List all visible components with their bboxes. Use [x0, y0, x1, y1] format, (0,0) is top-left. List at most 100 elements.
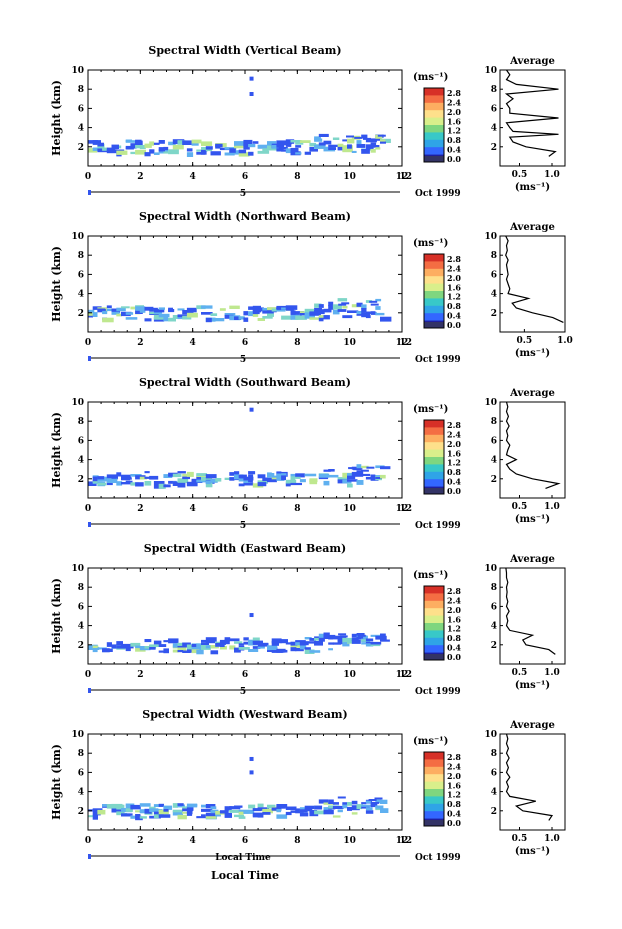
avg-title: Average: [509, 388, 555, 399]
y-tick-label: 2: [78, 143, 84, 153]
data-cell: [243, 482, 254, 486]
colorbar-tick-label: 1.6: [447, 282, 461, 292]
data-cell: [351, 150, 357, 153]
colorbar-segment: [424, 457, 444, 465]
colorbar-tick-label: 0.8: [447, 301, 461, 311]
colorbar-segment: [424, 139, 444, 148]
data-cell: [177, 482, 186, 488]
data-cell: [332, 802, 339, 805]
panel-title: Spectral Width (Southward Beam): [139, 376, 351, 389]
data-cell: [158, 814, 171, 818]
data-cell: [332, 305, 342, 310]
data-cell: [168, 317, 176, 322]
data-cell: [290, 310, 296, 315]
colorbar-tick-label: 1.2: [447, 458, 461, 468]
avg-y-tick-label: 2: [491, 641, 497, 651]
data-cell: [281, 473, 287, 477]
data-cell: [342, 147, 353, 153]
data-cell: [375, 805, 384, 809]
x-tick-label: 4: [190, 504, 196, 514]
x-tick-label-end: 12: [399, 670, 412, 680]
data-cell: [309, 810, 318, 814]
data-cell: [368, 799, 377, 801]
data-cell: [267, 143, 272, 148]
data-cell: [97, 309, 106, 313]
data-cell: [153, 142, 160, 145]
x-tick-label-end: 12: [399, 504, 412, 514]
data-cell: [139, 816, 147, 819]
colorbar-tick-label: 1.6: [447, 780, 461, 790]
colorbar-tick-label: 2.4: [447, 97, 461, 107]
data-cell: [158, 483, 166, 489]
data-cell: [210, 650, 219, 655]
data-cell: [252, 637, 260, 642]
data-cell: [337, 809, 343, 813]
data-cell: [121, 306, 130, 309]
data-cell: [338, 633, 347, 636]
data-cell: [125, 804, 133, 809]
y-axis-label: Height (km): [50, 744, 63, 820]
colorbar-segment: [424, 298, 444, 307]
data-cell: [267, 645, 278, 651]
data-cell: [370, 311, 376, 315]
data-cell: [290, 147, 299, 153]
data-cell: [375, 137, 381, 141]
data-cell: [375, 312, 385, 316]
data-cell: [201, 639, 207, 643]
data-cell: [257, 645, 265, 649]
x-tick-label: 10: [343, 670, 356, 680]
data-cell: [304, 805, 315, 810]
colorbar-tick-label: 2.0: [447, 107, 461, 117]
colorbar-bottom-segment: [424, 654, 444, 660]
data-cell: [248, 471, 256, 475]
data-cell: [215, 143, 223, 148]
data-cell: [337, 298, 348, 302]
data-cell: [370, 303, 379, 306]
colorbar-tick-label: 0.4: [447, 477, 461, 487]
data-cell: [361, 804, 373, 807]
data-cell: [102, 147, 108, 151]
data-cell: [295, 648, 304, 652]
data-cell: [238, 149, 247, 154]
avg-profile-line: [505, 401, 561, 489]
panel-title: Spectral Width (Westward Beam): [142, 708, 347, 721]
data-cell: [149, 475, 159, 480]
data-cell: [182, 806, 190, 811]
data-cell: [125, 480, 133, 484]
data-cell: [139, 145, 146, 150]
data-cell: [347, 144, 352, 149]
data-cell: [370, 802, 378, 808]
data-cell: [243, 145, 250, 150]
data-cell: [238, 152, 250, 157]
y-tick-label: 10: [71, 398, 84, 408]
data-cell: [196, 476, 203, 481]
data-cell: [332, 304, 342, 307]
colorbar-segment: [424, 434, 444, 443]
data-cell: [285, 306, 294, 311]
data-cell: [369, 300, 378, 303]
data-cell: [111, 311, 120, 315]
x-tick-label: 2: [137, 670, 143, 680]
avg-y-tick-label: 10: [484, 564, 497, 574]
data-cell: [153, 481, 165, 485]
colorbar-tick-label: 1.2: [447, 292, 461, 302]
y-tick-label: 6: [78, 436, 84, 446]
data-cell: [135, 482, 144, 487]
avg-y-tick-label: 10: [484, 66, 497, 76]
data-cell: [323, 809, 334, 815]
data-cell: [135, 149, 146, 155]
colorbar-tick-label: 0.0: [447, 320, 461, 330]
data-cell: [309, 638, 317, 641]
data-cell: [276, 805, 286, 809]
colorbar-bottom-segment: [424, 322, 444, 328]
y-tick-label: 2: [78, 641, 84, 651]
data-cell: [375, 147, 381, 150]
data-cell: [234, 641, 243, 644]
data-cell: [201, 141, 213, 146]
data-cell: [290, 647, 297, 652]
data-cell: [295, 141, 304, 145]
data-cell: [149, 307, 158, 312]
data-cell: [106, 642, 112, 647]
data-cell: [276, 140, 287, 146]
data-cell: [215, 318, 225, 322]
